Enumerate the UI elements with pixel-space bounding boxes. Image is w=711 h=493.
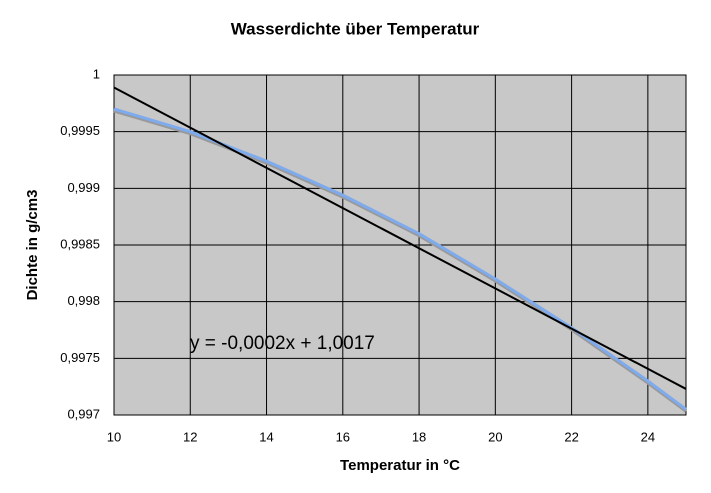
y-tick-label: 1 (93, 66, 100, 81)
y-tick-label: 0,997 (67, 406, 100, 421)
x-tick-label: 18 (412, 429, 426, 444)
x-tick-label: 22 (564, 429, 578, 444)
x-tick-label: 20 (488, 429, 502, 444)
annotation: y = -0,0002x + 1,0017 (190, 333, 375, 354)
x-tick-label: 12 (183, 429, 197, 444)
x-tick-label: 24 (641, 429, 655, 444)
y-tick-label: 0,9985 (60, 236, 100, 251)
y-tick-label: 0,999 (67, 180, 100, 195)
x-axis-title: Temperatur in °C (340, 457, 460, 474)
x-tick-label: 16 (336, 429, 350, 444)
y-axis-title: Dichte in g/cm3 (24, 190, 41, 301)
chart-title: Wasserdichte über Temperatur (231, 19, 480, 38)
x-tick-label: 14 (259, 429, 273, 444)
plot-border (113, 74, 687, 416)
line-shadow (113, 109, 687, 413)
y-tick-label: 0,9995 (60, 123, 100, 138)
y-tick-label: 0,9975 (60, 350, 100, 365)
x-tick-label: 10 (107, 429, 121, 444)
trendline (113, 86, 687, 390)
y-tick-label: 0,998 (67, 293, 100, 308)
